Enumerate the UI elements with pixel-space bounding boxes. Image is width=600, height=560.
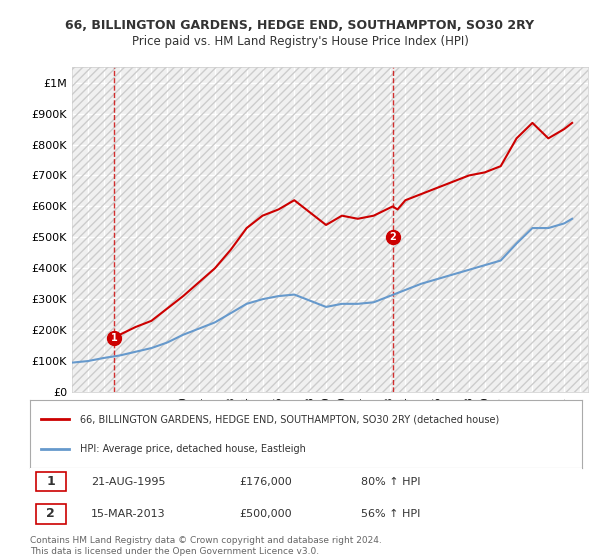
Text: 2: 2 xyxy=(389,232,396,242)
Text: 1: 1 xyxy=(46,475,55,488)
FancyBboxPatch shape xyxy=(35,472,66,492)
Text: £176,000: £176,000 xyxy=(240,477,293,487)
Text: 15-MAR-2013: 15-MAR-2013 xyxy=(91,509,166,519)
FancyBboxPatch shape xyxy=(35,505,66,524)
Text: 80% ↑ HPI: 80% ↑ HPI xyxy=(361,477,421,487)
Text: 66, BILLINGTON GARDENS, HEDGE END, SOUTHAMPTON, SO30 2RY: 66, BILLINGTON GARDENS, HEDGE END, SOUTH… xyxy=(65,18,535,32)
Text: 66, BILLINGTON GARDENS, HEDGE END, SOUTHAMPTON, SO30 2RY (detached house): 66, BILLINGTON GARDENS, HEDGE END, SOUTH… xyxy=(80,414,499,424)
Text: 56% ↑ HPI: 56% ↑ HPI xyxy=(361,509,421,519)
Text: Price paid vs. HM Land Registry's House Price Index (HPI): Price paid vs. HM Land Registry's House … xyxy=(131,35,469,49)
Text: HPI: Average price, detached house, Eastleigh: HPI: Average price, detached house, East… xyxy=(80,444,305,454)
Text: 2: 2 xyxy=(46,507,55,520)
Text: £500,000: £500,000 xyxy=(240,509,292,519)
Text: 1: 1 xyxy=(110,333,118,343)
Text: Contains HM Land Registry data © Crown copyright and database right 2024.
This d: Contains HM Land Registry data © Crown c… xyxy=(30,536,382,556)
Text: 21-AUG-1995: 21-AUG-1995 xyxy=(91,477,165,487)
